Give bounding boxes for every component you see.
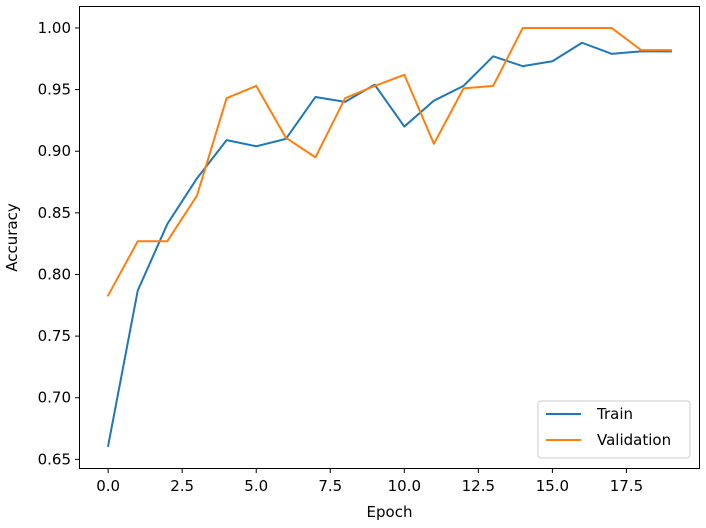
plot-frame [79, 6, 700, 469]
x-tick-label: 5.0 [244, 477, 268, 495]
axis-ticks: 0.0 2.5 5.0 7.5 10.0 12.5 15.0 17.5 0.65 0.70 0.75… [38, 19, 644, 495]
series-line-validation [106, 26, 672, 297]
y-tick-label: 0.90 [38, 142, 71, 160]
series-lines [106, 26, 672, 447]
y-tick-label: 0.70 [38, 389, 71, 407]
x-tick-label: 7.5 [318, 477, 342, 495]
x-tick-label: 10.0 [388, 477, 421, 495]
y-tick-label: 1.00 [38, 19, 71, 37]
x-axis-label: Epoch [367, 503, 413, 521]
x-tick-label: 17.5 [610, 477, 643, 495]
legend-label: Validation [597, 431, 671, 449]
y-tick-label: 0.95 [38, 81, 71, 99]
y-axis-label: Accuracy [3, 203, 21, 272]
legend-label: Train [596, 405, 633, 423]
x-tick-label: 0.0 [96, 477, 120, 495]
legend-items: Train Validation [546, 405, 671, 449]
series-line-train [106, 41, 672, 447]
x-tick-label: 15.0 [536, 477, 569, 495]
y-tick-label: 0.75 [38, 327, 71, 345]
y-tick-label: 0.65 [38, 450, 71, 468]
x-tick-label: 2.5 [170, 477, 194, 495]
legend: Train Validation [537, 400, 691, 459]
y-tick-label: 0.80 [38, 265, 71, 283]
y-tick-label: 0.85 [38, 204, 71, 222]
x-tick-label: 12.5 [462, 477, 495, 495]
legend-box [537, 400, 691, 459]
